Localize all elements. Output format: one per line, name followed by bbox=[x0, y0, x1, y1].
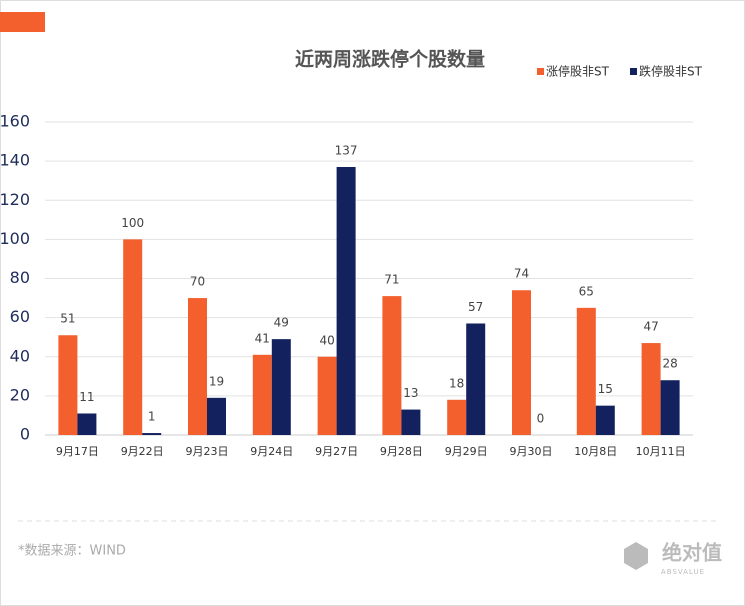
value-label: 0 bbox=[537, 412, 545, 426]
bar bbox=[252, 354, 272, 435]
x-tick-label: 9月30日 bbox=[510, 445, 553, 458]
value-label: 11 bbox=[79, 390, 94, 404]
value-label: 49 bbox=[274, 316, 289, 330]
value-label: 51 bbox=[60, 312, 75, 326]
bar bbox=[123, 239, 143, 435]
x-tick-label: 9月29日 bbox=[445, 445, 488, 458]
x-tick-label: 9月17日 bbox=[56, 445, 99, 458]
bar bbox=[77, 413, 97, 435]
legend-label: 涨停股非ST bbox=[546, 64, 610, 79]
corner-decoration bbox=[0, 12, 45, 32]
x-tick-label: 9月22日 bbox=[121, 445, 164, 458]
bar bbox=[207, 397, 226, 435]
bar bbox=[188, 298, 207, 435]
bar bbox=[401, 409, 421, 435]
y-tick-label: 160 bbox=[0, 112, 30, 131]
value-label: 71 bbox=[384, 273, 399, 287]
bar bbox=[271, 339, 291, 435]
value-label: 41 bbox=[255, 331, 270, 345]
x-tick-label: 10月11日 bbox=[636, 445, 686, 458]
bar bbox=[58, 335, 78, 435]
logo: 绝对值 ABSVALUE bbox=[624, 541, 722, 576]
value-label: 100 bbox=[121, 216, 144, 230]
bar bbox=[336, 166, 356, 435]
value-label: 57 bbox=[468, 300, 483, 314]
y-tick-label: 140 bbox=[0, 151, 30, 170]
value-label: 74 bbox=[514, 267, 529, 281]
bar bbox=[595, 405, 615, 435]
value-label: 28 bbox=[662, 357, 677, 371]
x-tick-label: 10月8日 bbox=[574, 445, 617, 458]
x-tick-label: 9月28日 bbox=[380, 445, 423, 458]
y-tick-label: 60 bbox=[10, 307, 30, 326]
x-tick-label: 9月23日 bbox=[186, 445, 229, 458]
y-tick-label: 120 bbox=[0, 190, 30, 209]
bar bbox=[142, 433, 162, 435]
x-tick-label: 9月27日 bbox=[315, 445, 358, 458]
value-label: 70 bbox=[190, 275, 205, 289]
logo-icon bbox=[624, 542, 648, 570]
bar bbox=[660, 380, 680, 435]
value-label: 47 bbox=[643, 320, 658, 334]
y-tick-label: 0 bbox=[20, 425, 30, 444]
value-label: 18 bbox=[449, 376, 464, 390]
y-tick-label: 80 bbox=[10, 268, 30, 287]
bar bbox=[466, 323, 486, 435]
bar bbox=[382, 296, 402, 435]
value-label: 137 bbox=[335, 143, 358, 157]
y-tick-label: 20 bbox=[10, 385, 30, 404]
legend-swatch bbox=[630, 68, 637, 75]
bar bbox=[641, 343, 661, 435]
value-label: 13 bbox=[403, 386, 418, 400]
x-tick-label: 9月24日 bbox=[250, 445, 293, 458]
value-label: 15 bbox=[598, 382, 613, 396]
legend-label: 跌停股非ST bbox=[639, 64, 703, 79]
chart-title: 近两周涨跌停个股数量 bbox=[295, 48, 485, 71]
bar bbox=[512, 290, 531, 435]
bar bbox=[447, 399, 467, 435]
y-tick-label: 40 bbox=[10, 346, 30, 365]
y-tick-label: 100 bbox=[0, 229, 30, 248]
bar bbox=[576, 307, 596, 435]
value-label: 19 bbox=[209, 374, 224, 388]
logo-subtext: ABSVALUE bbox=[661, 568, 705, 576]
value-label: 1 bbox=[148, 410, 156, 424]
value-label: 40 bbox=[319, 333, 334, 347]
legend-swatch bbox=[537, 68, 544, 75]
logo-text: 绝对值 bbox=[662, 541, 722, 565]
source-note: *数据来源：WIND bbox=[18, 544, 126, 559]
bar bbox=[317, 356, 337, 435]
value-label: 65 bbox=[579, 284, 594, 298]
